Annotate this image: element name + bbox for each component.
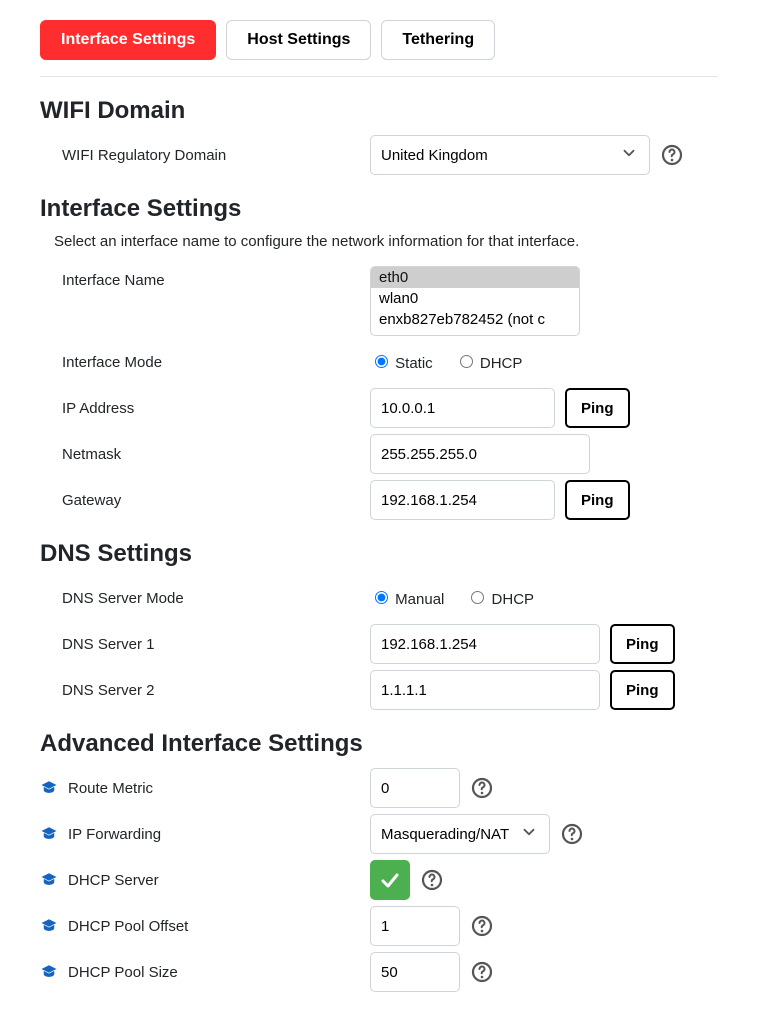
dns-mode-dhcp-radio[interactable] bbox=[471, 591, 484, 604]
ping-button[interactable]: Ping bbox=[610, 670, 675, 710]
route-metric-label: Route Metric bbox=[68, 780, 153, 797]
dns-settings-heading: DNS Settings bbox=[40, 540, 718, 568]
graduation-icon bbox=[40, 871, 60, 889]
help-icon[interactable] bbox=[560, 822, 584, 846]
gateway-label: Gateway bbox=[62, 492, 121, 509]
ping-button[interactable]: Ping bbox=[565, 388, 630, 428]
check-icon bbox=[378, 868, 402, 892]
tab-interface-settings[interactable]: Interface Settings bbox=[40, 20, 216, 60]
interface-mode-dhcp-radio[interactable] bbox=[460, 355, 473, 368]
wifi-domain-heading: WIFI Domain bbox=[40, 97, 718, 125]
help-icon[interactable] bbox=[470, 914, 494, 938]
tab-tethering[interactable]: Tethering bbox=[381, 20, 495, 60]
ip-address-label: IP Address bbox=[62, 400, 134, 417]
dns-server-mode-label: DNS Server Mode bbox=[62, 590, 184, 607]
advanced-interface-settings-heading: Advanced Interface Settings bbox=[40, 730, 718, 758]
tab-host-settings[interactable]: Host Settings bbox=[226, 20, 371, 60]
dhcp-pool-size-input[interactable] bbox=[370, 952, 460, 992]
route-metric-input[interactable] bbox=[370, 768, 460, 808]
dns1-input[interactable] bbox=[370, 624, 600, 664]
dhcp-pool-size-label: DHCP Pool Size bbox=[68, 964, 178, 981]
dns-mode-manual-radio[interactable] bbox=[375, 591, 388, 604]
ip-address-input[interactable] bbox=[370, 388, 555, 428]
list-item[interactable]: wlan0 bbox=[371, 288, 579, 309]
dhcp-server-label: DHCP Server bbox=[68, 872, 159, 889]
netmask-label: Netmask bbox=[62, 446, 121, 463]
ip-forwarding-label: IP Forwarding bbox=[68, 826, 161, 843]
dhcp-label: DHCP bbox=[492, 591, 535, 608]
gateway-input[interactable] bbox=[370, 480, 555, 520]
list-item[interactable]: eth0 bbox=[371, 267, 579, 288]
dns1-label: DNS Server 1 bbox=[62, 636, 155, 653]
graduation-icon bbox=[40, 917, 60, 935]
ping-button[interactable]: Ping bbox=[565, 480, 630, 520]
help-icon[interactable] bbox=[470, 960, 494, 984]
ip-forwarding-select[interactable]: Masquerading/NAT bbox=[370, 814, 550, 854]
help-icon[interactable] bbox=[470, 776, 494, 800]
dns2-input[interactable] bbox=[370, 670, 600, 710]
graduation-icon bbox=[40, 779, 60, 797]
dhcp-server-toggle[interactable] bbox=[370, 860, 410, 900]
ping-button[interactable]: Ping bbox=[610, 624, 675, 664]
graduation-icon bbox=[40, 825, 60, 843]
tabs-bar: Interface Settings Host Settings Tetheri… bbox=[40, 20, 718, 77]
dhcp-label: DHCP bbox=[480, 355, 523, 372]
list-item[interactable]: enxb827eb782452 (not c bbox=[371, 309, 579, 330]
interface-name-list[interactable]: eth0 wlan0 enxb827eb782452 (not c bbox=[370, 266, 580, 336]
wifi-regulatory-domain-label: WIFI Regulatory Domain bbox=[62, 147, 226, 164]
manual-label: Manual bbox=[395, 591, 444, 608]
netmask-input[interactable] bbox=[370, 434, 590, 474]
interface-mode-static-radio[interactable] bbox=[375, 355, 388, 368]
interface-settings-desc: Select an interface name to configure th… bbox=[54, 233, 718, 250]
interface-settings-heading: Interface Settings bbox=[40, 195, 718, 223]
help-icon[interactable] bbox=[420, 868, 444, 892]
interface-name-label: Interface Name bbox=[62, 272, 165, 289]
static-label: Static bbox=[395, 355, 433, 372]
dhcp-pool-offset-input[interactable] bbox=[370, 906, 460, 946]
dns2-label: DNS Server 2 bbox=[62, 682, 155, 699]
dhcp-pool-offset-label: DHCP Pool Offset bbox=[68, 918, 188, 935]
wifi-regulatory-domain-select[interactable]: United Kingdom bbox=[370, 135, 650, 175]
help-icon[interactable] bbox=[660, 143, 684, 167]
graduation-icon bbox=[40, 963, 60, 981]
interface-mode-label: Interface Mode bbox=[62, 354, 162, 371]
